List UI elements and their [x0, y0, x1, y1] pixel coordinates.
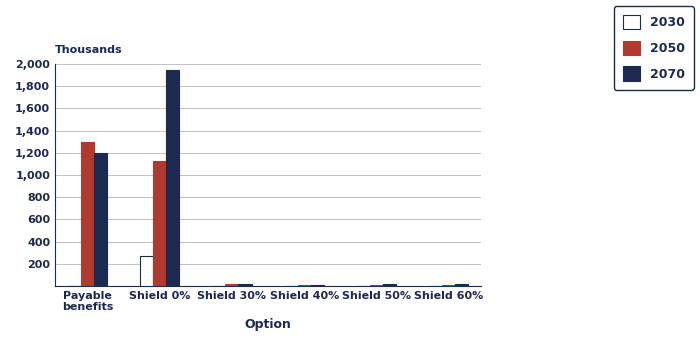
Bar	[298, 285, 311, 286]
Bar	[140, 256, 153, 286]
Bar	[225, 284, 239, 286]
Bar	[383, 284, 396, 286]
Bar	[455, 284, 468, 286]
Bar	[442, 285, 455, 286]
Bar	[239, 284, 251, 286]
Bar	[94, 153, 107, 286]
Bar	[166, 70, 179, 286]
X-axis label: Option: Option	[245, 318, 292, 331]
Bar	[81, 142, 94, 286]
Text: Thousands: Thousands	[55, 45, 122, 55]
Bar	[370, 285, 383, 286]
Bar	[153, 161, 166, 286]
Bar	[311, 285, 323, 286]
Legend: 2030, 2050, 2070: 2030, 2050, 2070	[614, 6, 694, 90]
